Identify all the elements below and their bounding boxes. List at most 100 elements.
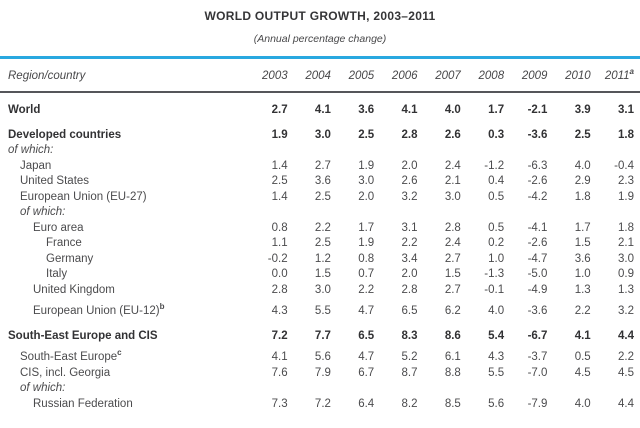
value-cell: 2.3 [618,175,634,187]
value-cell: 1.0 [488,252,505,265]
value-cell: -6.7 [527,329,548,342]
value-cell: -3.6 [527,128,548,141]
value-cell: 5.5 [314,305,331,317]
footnote-marker: a [629,67,634,77]
value-cell: 1.9 [618,190,634,203]
value-cell: 4.5 [618,366,634,379]
value-cell: 8.5 [444,397,461,410]
value-cell: -3.7 [527,351,548,363]
value-cell: 2.8 [271,283,288,296]
value-cell: 3.9 [574,104,591,116]
value-cell: 3.0 [618,252,634,265]
value-cell: 1.4 [271,159,288,172]
row-label: Developed countries [8,128,122,141]
value-cell: 4.3 [271,305,288,317]
row-label: of which: [8,144,54,156]
value-cell: 7.2 [271,329,288,342]
value-cell: 5.5 [488,366,505,379]
table-row: United Kingdom 2.8 3.0 2.2 2.8 2.7 -0.1 -4.9 1.3… [0,283,634,299]
table-row: of which: [0,381,634,397]
value-cell: 2.2 [401,237,418,249]
value-cell: 4.0 [574,159,591,172]
value-cell: 1.8 [574,190,591,203]
value-cell: 1.7 [358,221,375,234]
value-cell: 5.4 [488,329,505,342]
value-cell: 5.6 [314,351,331,363]
value-cell: 7.2 [314,397,331,410]
value-cell: 7.3 [271,397,288,410]
value-cell: 1.9 [358,237,375,249]
report-table-page: WORLD OUTPUT GROWTH, 2003–2011 (Annual p… [0,9,640,428]
table-row: CIS, incl. Georgia 7.6 7.9 6.7 8.7 8.8 5.5 -7.0… [0,366,634,382]
value-cell: 1.7 [574,221,591,234]
value-cell: 6.5 [401,305,418,317]
row-label: United States [20,175,90,187]
value-cell: 1.4 [271,190,288,203]
value-cell: 6.5 [358,329,375,342]
row-label: Russian Federation [33,397,133,410]
value-cell: 2.6 [401,175,418,187]
footnote-marker: b [159,302,165,312]
value-cell: 4.7 [358,351,375,363]
value-cell: 2.2 [618,351,634,363]
value-cell: 2.6 [444,128,461,141]
value-cell: 2.5 [358,128,375,141]
value-cell: -4.1 [527,221,548,234]
value-cell: 1.0 [574,268,591,280]
value-cell: 3.6 [358,104,375,116]
value-cell: 4.3 [488,351,505,363]
table-row: United States 2.5 3.6 3.0 2.6 2.1 0.4 -2.6 2.9 2.… [0,174,634,190]
value-cell: 3.1 [401,221,418,234]
value-cell: 2.8 [444,221,461,234]
value-cell: 0.8 [271,221,288,234]
value-cell: 6.2 [444,305,461,317]
table-title: WORLD OUTPUT GROWTH, 2003–2011 [204,9,436,23]
value-cell: 2.7 [444,252,461,265]
table-row: South-East Europec 4.1 5.6 4.7 5.2 6.1 4.3 -3.7… [0,348,634,366]
value-cell: -2.6 [527,237,548,249]
year-header: 2009 [521,70,548,82]
value-cell: 3.1 [618,104,634,116]
row-label: Japan [20,159,52,172]
value-cell: 0.5 [488,190,505,203]
value-cell: 2.8 [401,283,418,296]
value-cell: 7.6 [271,366,288,379]
value-cell: 0.4 [488,175,505,187]
value-cell: 1.8 [618,221,634,234]
value-cell: -3.6 [527,305,548,317]
value-cell: 1.5 [314,268,331,280]
table-subtitle: (Annual percentage change) [253,33,387,45]
accent-divider [0,56,640,59]
table-row: Italy 0.0 1.5 0.7 2.0 1.5 -1.3 -5.0 1.0 0.9 [0,267,634,283]
region-country-header: Region/country [8,70,86,82]
year-header: 2006 [391,70,418,82]
row-label: South-East Europe and CIS [8,329,158,342]
value-cell: -4.9 [527,283,548,296]
table-row: of which: [0,143,634,159]
value-cell: 1.9 [358,159,375,172]
table-row: France 1.1 2.5 1.9 2.2 2.4 0.2 -2.6 1.5 2.1 [0,236,634,252]
value-cell: 2.0 [358,190,375,203]
value-cell: 2.1 [444,175,461,187]
value-cell: 3.6 [574,252,591,265]
value-cell: 4.0 [488,305,505,317]
value-cell: 6.7 [358,366,375,379]
value-cell: 8.2 [401,397,418,410]
year-header: 2008 [478,70,505,82]
table-row: European Union (EU-12)b 4.3 5.5 4.7 6.5 6.2 4.… [0,302,634,320]
value-cell: 2.7 [314,159,331,172]
value-cell: 2.0 [401,268,418,280]
value-cell: 4.0 [574,397,591,410]
value-cell: 1.5 [574,237,591,249]
value-cell: 1.8 [618,128,634,141]
value-cell: 4.1 [401,104,418,116]
value-cell: 3.2 [401,190,418,203]
value-cell: -2.1 [527,104,548,116]
value-cell: 0.5 [488,221,505,234]
row-label: France [46,237,82,249]
value-cell: 8.3 [401,329,418,342]
value-cell: 7.9 [314,366,331,379]
table-row: World 2.7 4.1 3.6 4.1 4.0 1.7 -2.1 3.9 3.1 [0,103,634,119]
footnote-marker: c [117,348,122,358]
value-cell: 2.4 [444,159,461,172]
